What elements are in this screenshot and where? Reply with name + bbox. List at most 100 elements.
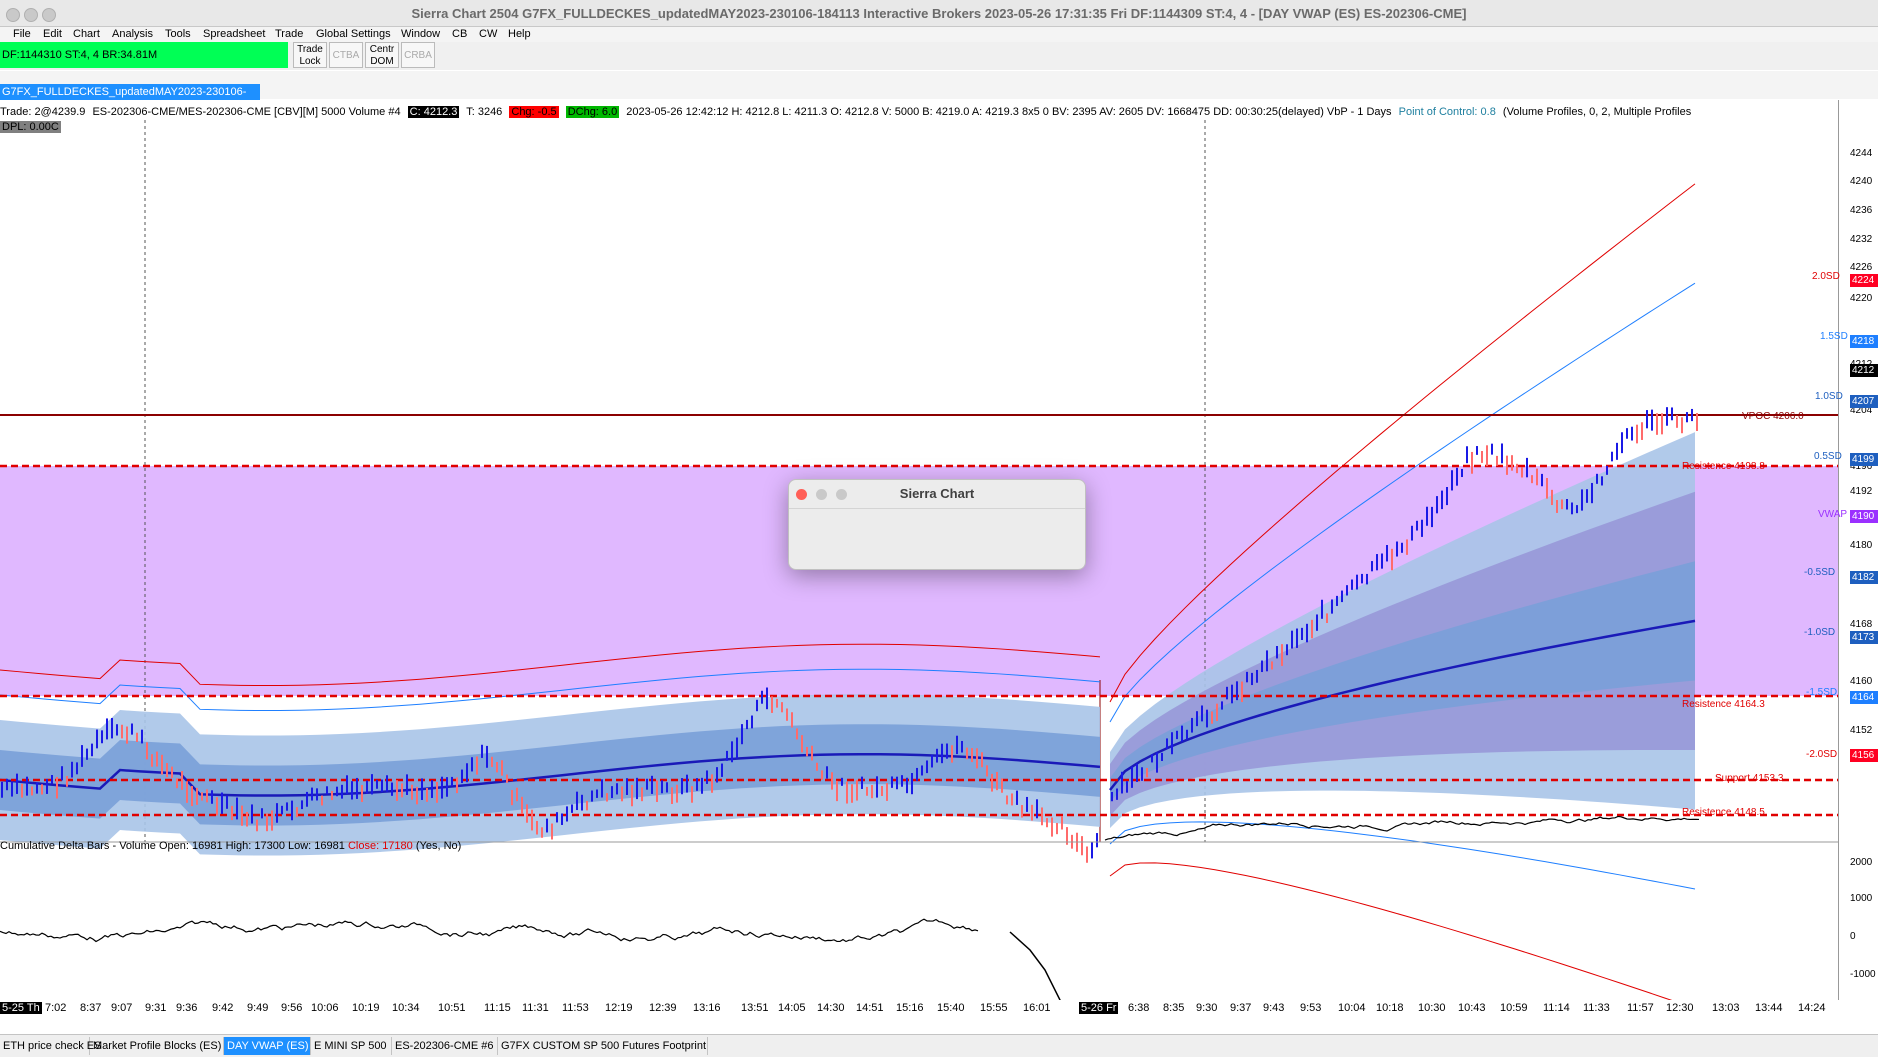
vwap-line — [0, 752, 1101, 797]
cd-label: Cumulative Delta Bars - Volume Open: 169… — [0, 840, 345, 852]
time-axis-label: 11:14 — [1543, 1002, 1570, 1014]
info-t: T: 3246 — [466, 106, 503, 118]
menu-tools[interactable]: Tools — [165, 28, 191, 40]
cumulative-delta-info: Cumulative Delta Bars - Volume Open: 169… — [0, 840, 461, 852]
menu-global-settings[interactable]: Global Settings — [316, 28, 391, 40]
trade-lock-button[interactable]: Trade Lock — [293, 42, 327, 68]
sierra-chart-dialog[interactable]: Sierra Chart — [788, 479, 1086, 570]
time-axis-label: 14:05 — [778, 1002, 806, 1014]
menu-trade[interactable]: Trade — [275, 28, 304, 40]
bottom-tab[interactable]: G7FX CUSTOM SP 500 Futures Footprint — [498, 1037, 708, 1055]
time-axis-label: 9:30 — [1196, 1002, 1218, 1014]
time-axis-label: 12:30 — [1666, 1002, 1694, 1014]
menu-help[interactable]: Help — [508, 28, 531, 40]
time-axis-label: 9:53 — [1300, 1002, 1322, 1014]
level-label: 1.5SD — [1820, 331, 1848, 342]
vwap-band-inner-day2 — [1110, 561, 1695, 802]
bottom-tab[interactable]: Market Profile Blocks (ES) — [90, 1037, 224, 1055]
ctba-button[interactable]: CTBA — [329, 42, 363, 68]
chart-tab-active[interactable]: G7FX_FULLDECKES_updatedMAY2023-230106-18… — [0, 84, 260, 114]
time-axis-label: 10:18 — [1376, 1002, 1404, 1014]
info-trade: Trade: 2@4239.9 — [0, 106, 86, 118]
time-axis-label: 10:59 — [1500, 1002, 1528, 1014]
level-label: Support 4153.3 — [1715, 773, 1784, 784]
cd-close: Close: 17180 — [347, 840, 413, 852]
cumulative-delta-line-day2 — [1104, 815, 1700, 841]
minimize-window-icon[interactable] — [24, 8, 38, 22]
dialog-title: Sierra Chart — [789, 480, 1085, 509]
level-label: 1.0SD — [1815, 391, 1843, 402]
time-axis-label: 15:16 — [896, 1002, 924, 1014]
level-label: Resistence 4198.8 — [1682, 461, 1765, 472]
time-axis-label: 5-26 Fr — [1079, 1002, 1119, 1014]
menu-cb[interactable]: CB — [452, 28, 468, 40]
crba-button[interactable]: CRBA — [401, 42, 435, 68]
menu-analysis[interactable]: Analysis — [112, 28, 153, 40]
trade-lock-label-2: Lock — [299, 56, 321, 67]
price-level-badge: 4207 — [1850, 395, 1878, 408]
info-chg: Chg: -0.5 — [509, 106, 559, 118]
price-axis-label: 4192 — [1850, 486, 1873, 497]
time-axis-label: 16:01 — [1023, 1002, 1051, 1014]
price-axis[interactable] — [1838, 100, 1878, 1000]
dialog-close-icon[interactable] — [796, 489, 807, 500]
zoom-window-icon[interactable] — [42, 8, 56, 22]
time-axis-label: 10:06 — [311, 1002, 339, 1014]
time-axis-label: 14:30 — [817, 1002, 845, 1014]
dialog-zoom-icon[interactable] — [836, 489, 847, 500]
time-axis-label: 9:37 — [1230, 1002, 1252, 1014]
menu-file[interactable]: File — [13, 28, 31, 40]
close-window-icon[interactable] — [6, 8, 20, 22]
price-level-badge: 4224 — [1850, 274, 1878, 287]
price-level-badge: 4190 — [1850, 510, 1878, 523]
time-axis-label: 10:51 — [438, 1002, 466, 1014]
menu-edit[interactable]: Edit — [43, 28, 62, 40]
time-axis-label: 13:44 — [1755, 1002, 1783, 1014]
info-dchg: DChg: 6.0 — [565, 106, 620, 118]
sd-20-line-day2 — [1109, 862, 1696, 1009]
time-axis-label: 14:51 — [856, 1002, 884, 1014]
time-axis-label: 11:33 — [1583, 1002, 1610, 1014]
cumulative-delta-line — [0, 918, 979, 943]
time-axis-label: 9:31 — [145, 1002, 167, 1014]
time-axis-label: 11:53 — [562, 1002, 589, 1014]
time-axis-label: 13:16 — [693, 1002, 721, 1014]
time-axis-label: 13:51 — [741, 1002, 769, 1014]
time-axis-label: 9:49 — [247, 1002, 269, 1014]
price-axis-label: 4152 — [1850, 725, 1873, 736]
bottom-tab-bar — [0, 1034, 1878, 1057]
delta-axis-label: 2000 — [1850, 857, 1873, 868]
menu-chart[interactable]: Chart — [73, 28, 100, 40]
time-axis-label: 5-25 Th — [0, 1002, 42, 1014]
price-level-badge: 4182 — [1850, 571, 1878, 584]
time-axis-label: 10:04 — [1338, 1002, 1366, 1014]
time-axis-label: 14:24 — [1798, 1002, 1826, 1014]
menu-cw[interactable]: CW — [479, 28, 498, 40]
bottom-tab[interactable]: E MINI SP 500 — [311, 1037, 392, 1055]
info-poc: Point of Control: 0.8 — [1398, 106, 1496, 118]
status-box: DF:1144310 ST:4, 4 BR:34.81M — [0, 42, 288, 68]
bottom-tab[interactable]: DAY VWAP (ES) — [224, 1037, 311, 1055]
delta-axis-label: -1000 — [1850, 969, 1876, 980]
price-chart-svg[interactable] — [0, 100, 1838, 1057]
level-label: Resistence 4148.5 — [1682, 807, 1765, 818]
vwap-line-day2 — [1109, 619, 1696, 791]
chart-area[interactable] — [0, 100, 1838, 1057]
dialog-minimize-icon[interactable] — [816, 489, 827, 500]
time-axis-label: 12:39 — [649, 1002, 677, 1014]
price-axis-label: 4240 — [1850, 176, 1873, 187]
time-axis-label: 10:19 — [352, 1002, 380, 1014]
bottom-tab[interactable]: ES-202306-CME #6 — [392, 1037, 498, 1055]
centr-dom-button[interactable]: Centr DOM — [365, 42, 399, 68]
level-label: -0.5SD — [1804, 567, 1836, 578]
price-axis-label: 4204 — [1850, 405, 1873, 416]
info-close: C: 4212.3 — [407, 106, 460, 118]
centr-dom-label-1: Centr — [369, 44, 395, 55]
bottom-tab[interactable]: ETH price check ES — [0, 1037, 101, 1055]
time-axis-label: 9:43 — [1263, 1002, 1285, 1014]
level-label: Resistence 4164.3 — [1682, 699, 1765, 710]
time-axis[interactable] — [0, 1000, 1838, 1016]
menu-spreadsheet[interactable]: Spreadsheet — [203, 28, 266, 40]
time-axis-label: 11:57 — [1627, 1002, 1654, 1014]
menu-window[interactable]: Window — [401, 28, 441, 40]
